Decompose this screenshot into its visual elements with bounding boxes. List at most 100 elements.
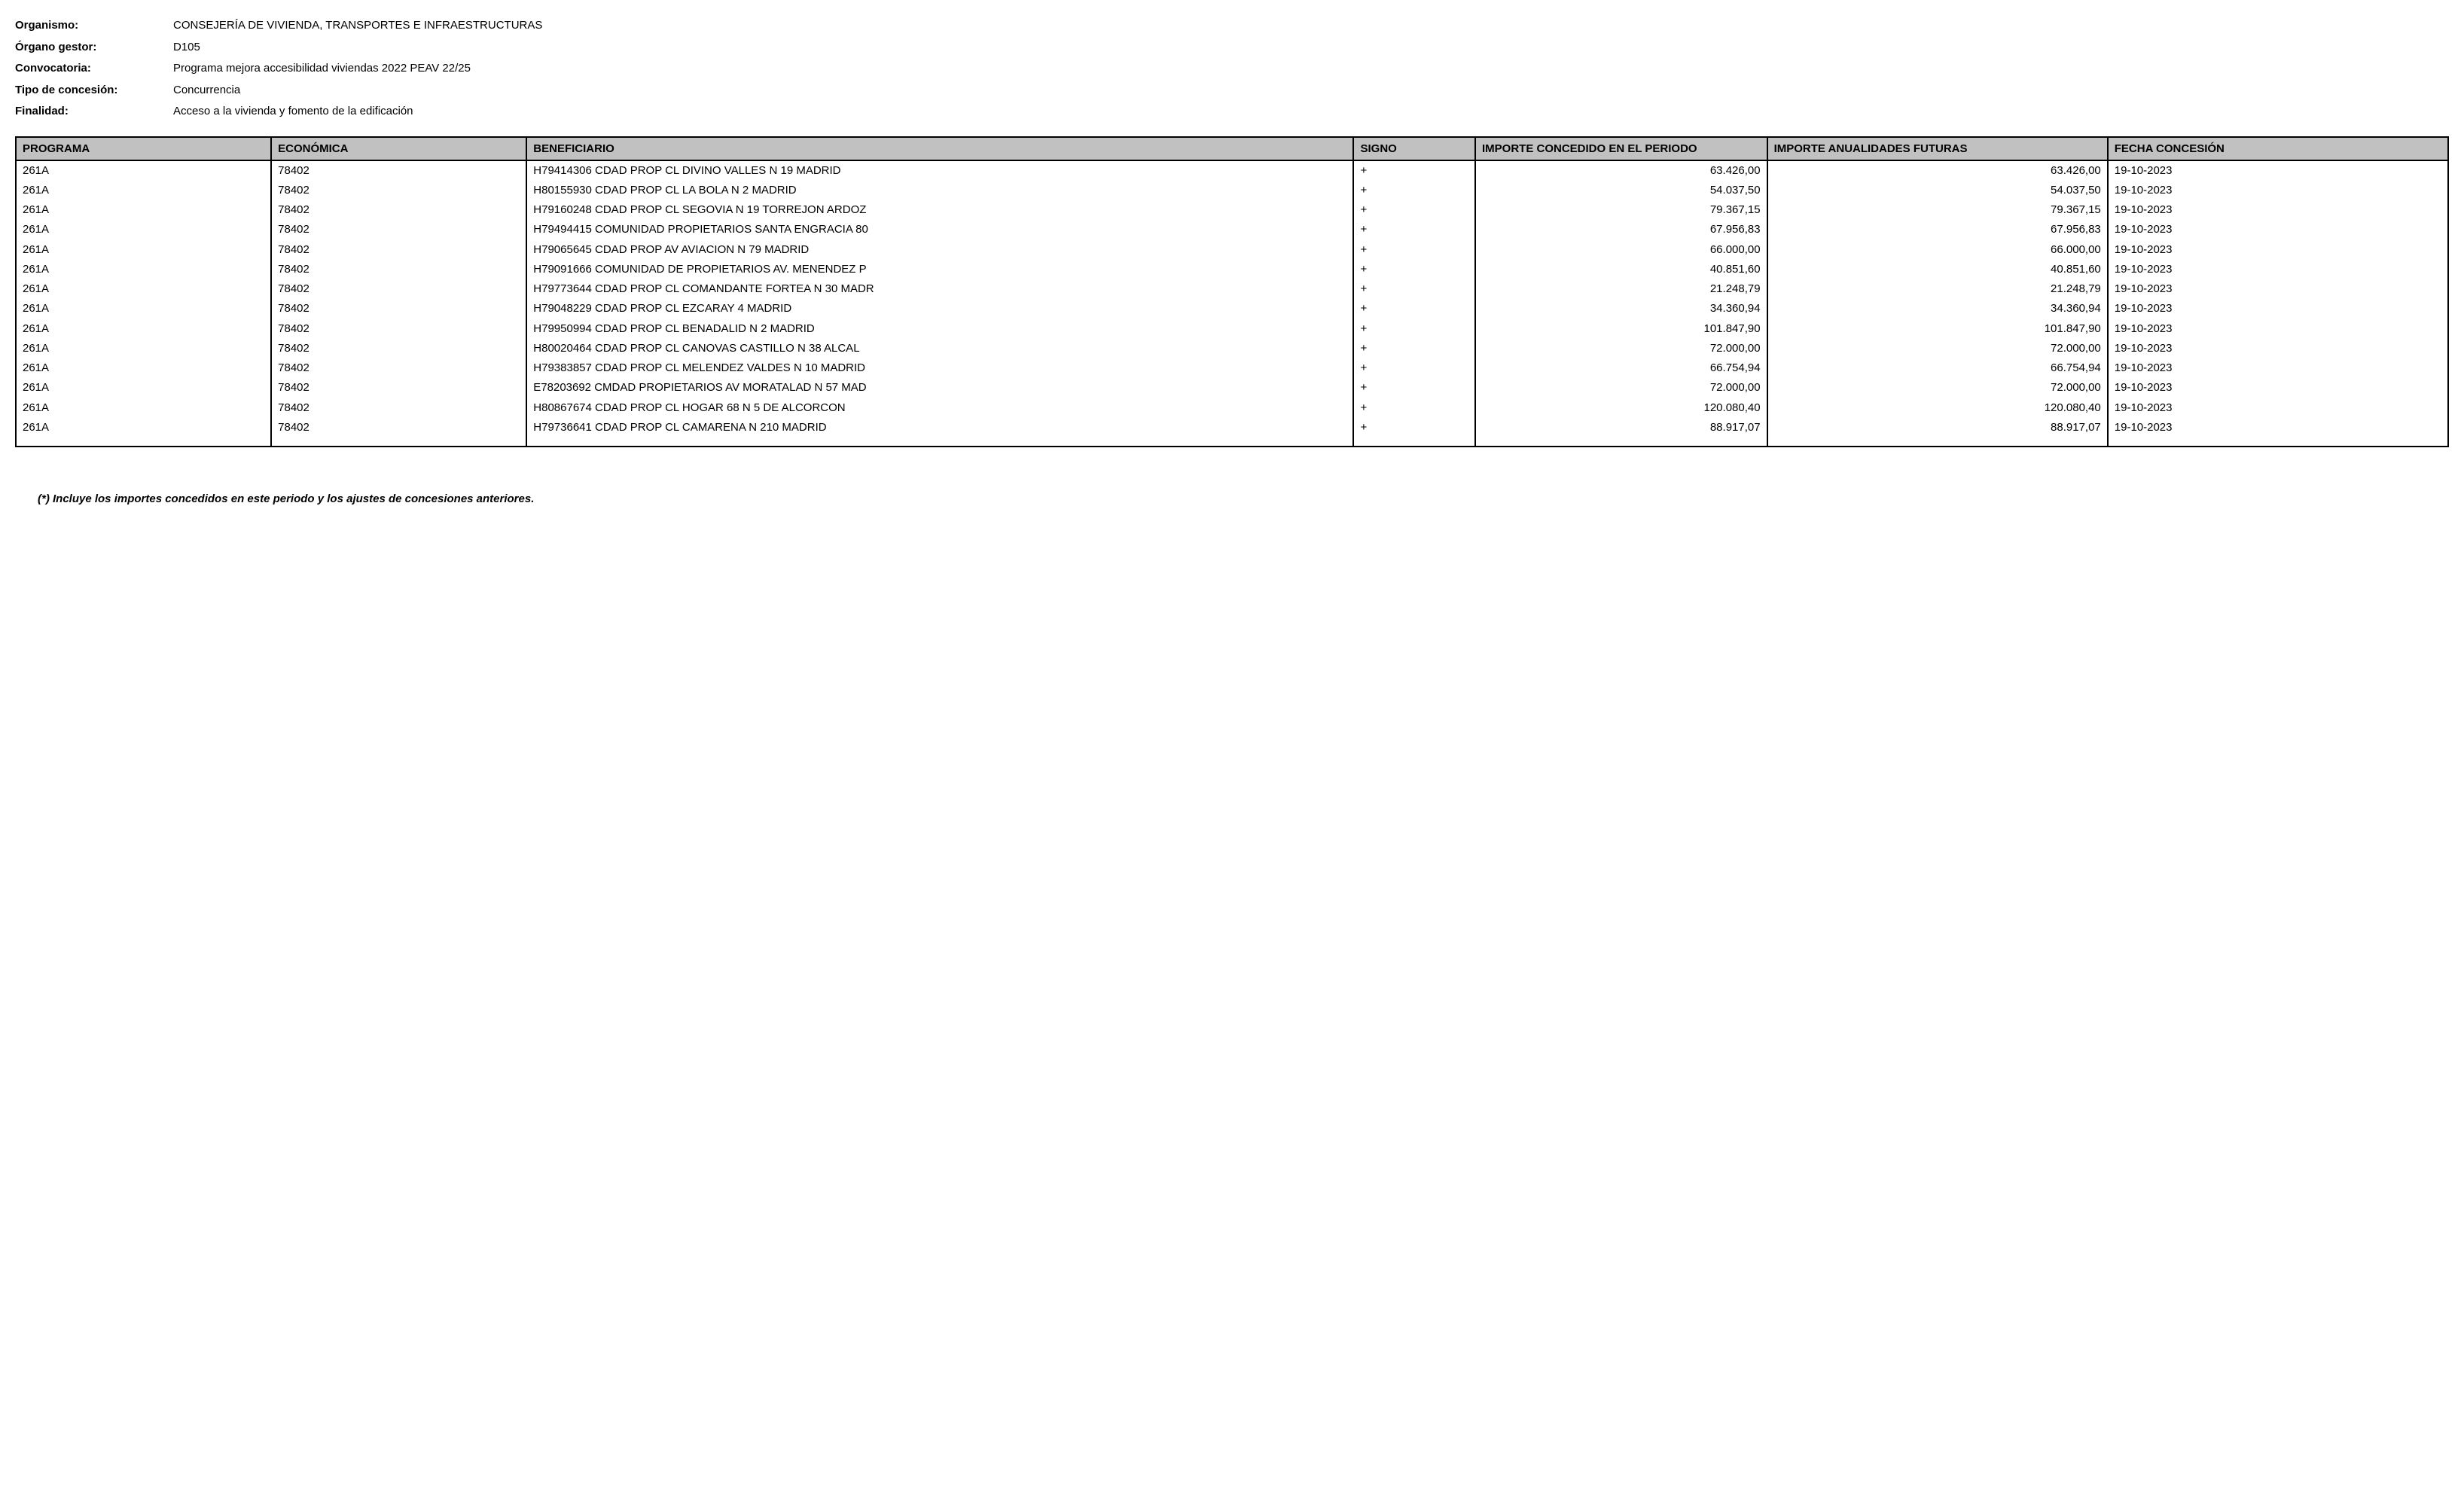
cell-fecha: 19-10-2023 <box>2108 260 2448 279</box>
cell-fecha: 19-10-2023 <box>2108 339 2448 358</box>
cell-programa: 261A <box>16 279 271 299</box>
cell-programa: 261A <box>16 339 271 358</box>
col-programa: PROGRAMA <box>16 137 271 160</box>
table-row: 261A78402H79065645 CDAD PROP AV AVIACION… <box>16 240 2448 260</box>
cell-importe-periodo: 63.426,00 <box>1475 160 1767 181</box>
col-economica: ECONÓMICA <box>271 137 526 160</box>
cell-economica: 78402 <box>271 240 526 260</box>
cell-programa: 261A <box>16 220 271 239</box>
cell-importe-periodo: 101.847,90 <box>1475 319 1767 339</box>
col-importe-futuras: IMPORTE ANUALIDADES FUTURAS <box>1767 137 2108 160</box>
cell-importe-futuras: 66.754,94 <box>1767 358 2108 378</box>
cell-importe-futuras: 88.917,07 <box>1767 418 2108 447</box>
table-row: 261A78402H79091666 COMUNIDAD DE PROPIETA… <box>16 260 2448 279</box>
cell-importe-futuras: 72.000,00 <box>1767 378 2108 398</box>
table-row: 261A78402H80020464 CDAD PROP CL CANOVAS … <box>16 339 2448 358</box>
cell-beneficiario: H79773644 CDAD PROP CL COMANDANTE FORTEA… <box>526 279 1353 299</box>
cell-importe-futuras: 79.367,15 <box>1767 200 2108 220</box>
cell-importe-futuras: 63.426,00 <box>1767 160 2108 181</box>
cell-economica: 78402 <box>271 378 526 398</box>
header-row-tipo-concesion: Tipo de concesión: Concurrencia <box>15 80 2449 102</box>
cell-signo: + <box>1353 240 1475 260</box>
cell-beneficiario: H79091666 COMUNIDAD DE PROPIETARIOS AV. … <box>526 260 1353 279</box>
cell-beneficiario: H79950994 CDAD PROP CL BENADALID N 2 MAD… <box>526 319 1353 339</box>
table-body: 261A78402H79414306 CDAD PROP CL DIVINO V… <box>16 160 2448 447</box>
cell-fecha: 19-10-2023 <box>2108 418 2448 447</box>
cell-fecha: 19-10-2023 <box>2108 181 2448 200</box>
table-row: 261A78402H79773644 CDAD PROP CL COMANDAN… <box>16 279 2448 299</box>
cell-beneficiario: H79048229 CDAD PROP CL EZCARAY 4 MADRID <box>526 299 1353 319</box>
cell-beneficiario: H79383857 CDAD PROP CL MELENDEZ VALDES N… <box>526 358 1353 378</box>
table-row: 261A78402H79950994 CDAD PROP CL BENADALI… <box>16 319 2448 339</box>
col-beneficiario: BENEFICIARIO <box>526 137 1353 160</box>
cell-importe-periodo: 72.000,00 <box>1475 378 1767 398</box>
cell-beneficiario: H80867674 CDAD PROP CL HOGAR 68 N 5 DE A… <box>526 398 1353 418</box>
table-row: 261A78402H79048229 CDAD PROP CL EZCARAY … <box>16 299 2448 319</box>
cell-economica: 78402 <box>271 260 526 279</box>
cell-beneficiario: E78203692 CMDAD PROPIETARIOS AV MORATALA… <box>526 378 1353 398</box>
label-tipo-concesion: Tipo de concesión: <box>15 80 173 102</box>
table-row: 261A78402H79736641 CDAD PROP CL CAMARENA… <box>16 418 2448 447</box>
cell-fecha: 19-10-2023 <box>2108 299 2448 319</box>
cell-importe-periodo: 34.360,94 <box>1475 299 1767 319</box>
table-row: 261A78402H79494415 COMUNIDAD PROPIETARIO… <box>16 220 2448 239</box>
value-tipo-concesion: Concurrencia <box>173 80 2449 102</box>
cell-fecha: 19-10-2023 <box>2108 220 2448 239</box>
cell-importe-futuras: 34.360,94 <box>1767 299 2108 319</box>
table-row: 261A78402E78203692 CMDAD PROPIETARIOS AV… <box>16 378 2448 398</box>
cell-beneficiario: H79160248 CDAD PROP CL SEGOVIA N 19 TORR… <box>526 200 1353 220</box>
table-header-row: PROGRAMA ECONÓMICA BENEFICIARIO SIGNO IM… <box>16 137 2448 160</box>
cell-importe-periodo: 72.000,00 <box>1475 339 1767 358</box>
cell-signo: + <box>1353 299 1475 319</box>
label-organo-gestor: Órgano gestor: <box>15 37 173 59</box>
header-row-organo-gestor: Órgano gestor: D105 <box>15 37 2449 59</box>
cell-economica: 78402 <box>271 279 526 299</box>
cell-signo: + <box>1353 418 1475 447</box>
cell-importe-periodo: 67.956,83 <box>1475 220 1767 239</box>
cell-importe-futuras: 101.847,90 <box>1767 319 2108 339</box>
cell-importe-periodo: 66.754,94 <box>1475 358 1767 378</box>
cell-importe-futuras: 67.956,83 <box>1767 220 2108 239</box>
cell-importe-periodo: 88.917,07 <box>1475 418 1767 447</box>
label-organismo: Organismo: <box>15 15 173 37</box>
cell-programa: 261A <box>16 181 271 200</box>
cell-beneficiario: H79414306 CDAD PROP CL DIVINO VALLES N 1… <box>526 160 1353 181</box>
cell-importe-periodo: 40.851,60 <box>1475 260 1767 279</box>
cell-programa: 261A <box>16 319 271 339</box>
cell-fecha: 19-10-2023 <box>2108 378 2448 398</box>
cell-fecha: 19-10-2023 <box>2108 160 2448 181</box>
cell-programa: 261A <box>16 398 271 418</box>
cell-economica: 78402 <box>271 319 526 339</box>
header-row-convocatoria: Convocatoria: Programa mejora accesibili… <box>15 58 2449 80</box>
col-importe-periodo: IMPORTE CONCEDIDO EN EL PERIODO <box>1475 137 1767 160</box>
cell-signo: + <box>1353 358 1475 378</box>
cell-programa: 261A <box>16 378 271 398</box>
cell-signo: + <box>1353 378 1475 398</box>
cell-fecha: 19-10-2023 <box>2108 319 2448 339</box>
label-finalidad: Finalidad: <box>15 101 173 123</box>
cell-importe-futuras: 72.000,00 <box>1767 339 2108 358</box>
cell-importe-futuras: 54.037,50 <box>1767 181 2108 200</box>
table-row: 261A78402H79414306 CDAD PROP CL DIVINO V… <box>16 160 2448 181</box>
cell-programa: 261A <box>16 299 271 319</box>
cell-beneficiario: H79494415 COMUNIDAD PROPIETARIOS SANTA E… <box>526 220 1353 239</box>
cell-economica: 78402 <box>271 181 526 200</box>
cell-signo: + <box>1353 181 1475 200</box>
cell-programa: 261A <box>16 160 271 181</box>
value-finalidad: Acceso a la vivienda y fomento de la edi… <box>173 101 2449 123</box>
cell-programa: 261A <box>16 240 271 260</box>
cell-beneficiario: H80155930 CDAD PROP CL LA BOLA N 2 MADRI… <box>526 181 1353 200</box>
cell-signo: + <box>1353 339 1475 358</box>
cell-signo: + <box>1353 279 1475 299</box>
cell-economica: 78402 <box>271 418 526 447</box>
cell-fecha: 19-10-2023 <box>2108 398 2448 418</box>
cell-importe-periodo: 21.248,79 <box>1475 279 1767 299</box>
value-organismo: CONSEJERÍA DE VIVIENDA, TRANSPORTES E IN… <box>173 15 2449 37</box>
cell-importe-periodo: 66.000,00 <box>1475 240 1767 260</box>
grants-table: PROGRAMA ECONÓMICA BENEFICIARIO SIGNO IM… <box>15 136 2449 448</box>
cell-economica: 78402 <box>271 160 526 181</box>
table-row: 261A78402H80867674 CDAD PROP CL HOGAR 68… <box>16 398 2448 418</box>
cell-beneficiario: H79065645 CDAD PROP AV AVIACION N 79 MAD… <box>526 240 1353 260</box>
table-row: 261A78402H80155930 CDAD PROP CL LA BOLA … <box>16 181 2448 200</box>
cell-fecha: 19-10-2023 <box>2108 358 2448 378</box>
